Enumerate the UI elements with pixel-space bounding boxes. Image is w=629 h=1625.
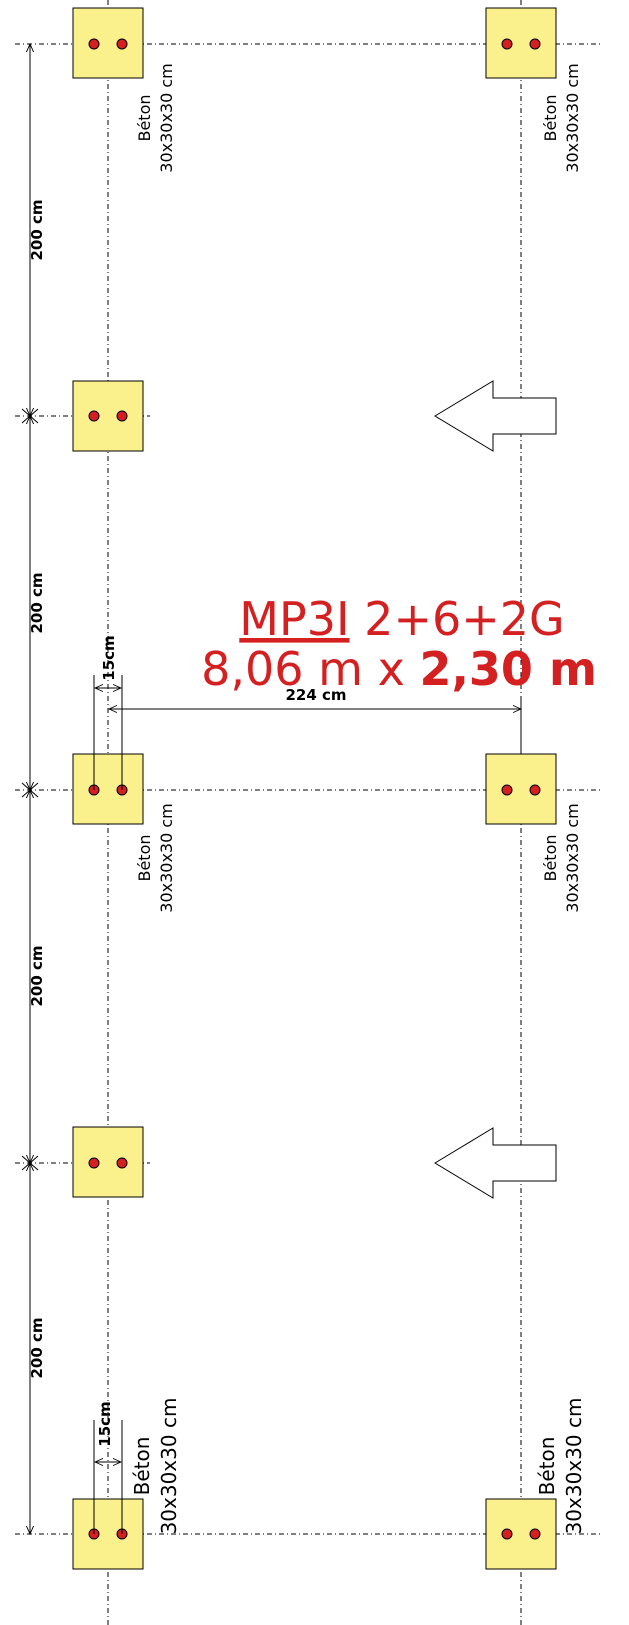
svg-text:Béton: Béton — [135, 94, 154, 141]
svg-text:MP3I 2+6+2G: MP3I 2+6+2G — [239, 592, 564, 646]
width-label: 224 cm — [285, 686, 346, 704]
svg-text:Béton: Béton — [541, 834, 560, 881]
left-arrow-icon — [434, 1127, 557, 1199]
model-config: 2+6+2G — [364, 592, 565, 646]
svg-text:Béton: Béton — [535, 1437, 559, 1496]
product-title: MP3I 2+6+2G 8,06 m x 2,30 m — [201, 592, 597, 696]
svg-text:30x30x30 cm: 30x30x30 cm — [157, 63, 176, 172]
model-name: MP3I — [239, 592, 349, 646]
material-label-right-5: Béton 30x30x30 cm — [535, 1398, 586, 1535]
svg-text:30x30x30 cm: 30x30x30 cm — [157, 803, 176, 912]
width-value: 2,30 m — [419, 642, 596, 696]
times-sign: x — [378, 642, 405, 696]
pad-left-3 — [72, 753, 144, 825]
pad-right-1 — [485, 7, 557, 79]
spacing-label-1: 200 cm — [28, 199, 46, 260]
width-dimension — [109, 700, 521, 754]
svg-text:Béton: Béton — [541, 94, 560, 141]
pad-left-4 — [72, 1126, 144, 1198]
offset-label-upper: 15cm — [100, 635, 118, 680]
svg-text:Béton: Béton — [130, 1437, 154, 1496]
offset-label-lower: 15cm — [96, 1401, 114, 1446]
svg-text:8,06 m x 2,30 m: 8,06 m x 2,30 m — [201, 642, 597, 696]
material-label-left-5: Béton 30x30x30 cm — [130, 1398, 181, 1535]
pad-right-5 — [485, 1498, 557, 1570]
anchor-bolt-icon — [88, 38, 541, 1540]
material-label-right-1: Béton 30x30x30 cm — [541, 63, 582, 172]
pad-left-1 — [72, 7, 144, 79]
svg-text:30x30x30 cm: 30x30x30 cm — [563, 803, 582, 912]
material-label-left-3: Béton 30x30x30 cm — [135, 803, 176, 912]
spacing-label-4: 200 cm — [28, 1317, 46, 1378]
offset-dimension-lower — [93, 1420, 123, 1534]
left-arrow-icon — [434, 380, 557, 452]
material-label-right-3: Béton 30x30x30 cm — [541, 803, 582, 912]
vertical-dimension — [21, 44, 39, 1534]
pad-left-2 — [72, 380, 144, 452]
svg-text:30x30x30 cm: 30x30x30 cm — [563, 63, 582, 172]
svg-text:Béton: Béton — [135, 834, 154, 881]
pads — [72, 7, 557, 1570]
material-label-left-1: Béton 30x30x30 cm — [135, 63, 176, 172]
offset-dimension-upper — [93, 675, 123, 790]
spacing-label-3: 200 cm — [28, 945, 46, 1006]
spacing-label-2: 200 cm — [28, 572, 46, 633]
pad-left-5 — [72, 1498, 144, 1570]
svg-text:30x30x30 cm: 30x30x30 cm — [562, 1398, 586, 1535]
pad-right-3 — [485, 753, 557, 825]
length-value: 8,06 m — [201, 642, 363, 696]
svg-text:30x30x30 cm: 30x30x30 cm — [157, 1398, 181, 1535]
